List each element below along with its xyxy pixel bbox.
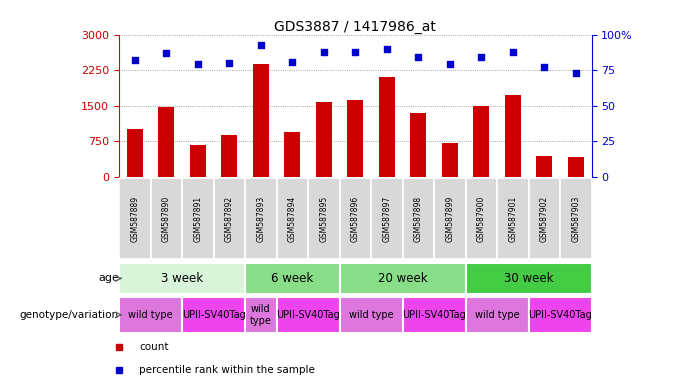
FancyBboxPatch shape xyxy=(308,178,339,260)
FancyBboxPatch shape xyxy=(466,178,497,260)
Text: wild type: wild type xyxy=(475,310,520,320)
Text: UPII-SV40Tag: UPII-SV40Tag xyxy=(528,310,592,320)
Title: GDS3887 / 1417986_at: GDS3887 / 1417986_at xyxy=(274,20,437,33)
Bar xyxy=(505,95,521,177)
Text: 6 week: 6 week xyxy=(271,272,313,285)
Text: GSM587898: GSM587898 xyxy=(414,196,423,242)
FancyBboxPatch shape xyxy=(245,297,277,333)
Text: GSM587891: GSM587891 xyxy=(193,196,202,242)
Bar xyxy=(127,129,143,177)
Point xyxy=(160,50,171,56)
Text: GSM587892: GSM587892 xyxy=(225,196,234,242)
FancyBboxPatch shape xyxy=(434,178,466,260)
Text: GSM587903: GSM587903 xyxy=(571,196,580,242)
Bar xyxy=(253,64,269,177)
Text: count: count xyxy=(139,342,169,352)
FancyBboxPatch shape xyxy=(245,178,277,260)
Text: GSM587893: GSM587893 xyxy=(256,196,265,242)
FancyBboxPatch shape xyxy=(277,297,339,333)
FancyBboxPatch shape xyxy=(371,178,403,260)
Bar xyxy=(568,157,583,177)
Point xyxy=(445,61,456,68)
FancyBboxPatch shape xyxy=(182,297,245,333)
Bar xyxy=(442,144,458,177)
Point xyxy=(571,70,581,76)
Text: GSM587897: GSM587897 xyxy=(382,196,391,242)
FancyBboxPatch shape xyxy=(339,263,466,294)
Point xyxy=(476,54,487,60)
Point xyxy=(255,41,266,48)
Text: GSM587900: GSM587900 xyxy=(477,196,486,242)
Text: GSM587902: GSM587902 xyxy=(540,196,549,242)
Text: GSM587890: GSM587890 xyxy=(162,196,171,242)
Text: GSM587894: GSM587894 xyxy=(288,196,296,242)
Text: 30 week: 30 week xyxy=(504,272,554,285)
Text: GSM587895: GSM587895 xyxy=(320,196,328,242)
Text: UPII-SV40Tag: UPII-SV40Tag xyxy=(402,310,466,320)
Point xyxy=(350,48,360,55)
Bar xyxy=(158,106,174,177)
Point xyxy=(539,64,549,70)
Point xyxy=(192,61,203,68)
Bar xyxy=(222,136,237,177)
FancyBboxPatch shape xyxy=(214,178,245,260)
FancyBboxPatch shape xyxy=(560,178,592,260)
FancyBboxPatch shape xyxy=(466,263,592,294)
Point xyxy=(129,57,140,63)
Text: 20 week: 20 week xyxy=(378,272,427,285)
Point xyxy=(224,60,235,66)
Bar xyxy=(473,106,489,177)
Point xyxy=(381,46,392,52)
FancyBboxPatch shape xyxy=(119,297,182,333)
Text: GSM587889: GSM587889 xyxy=(131,196,139,242)
Text: wild type: wild type xyxy=(129,310,173,320)
Bar xyxy=(411,113,426,177)
Text: genotype/variation: genotype/variation xyxy=(20,310,119,320)
FancyBboxPatch shape xyxy=(497,178,528,260)
Point xyxy=(413,54,424,60)
Text: wild type: wild type xyxy=(349,310,393,320)
Bar xyxy=(537,156,552,177)
FancyBboxPatch shape xyxy=(466,297,528,333)
Text: GSM587896: GSM587896 xyxy=(351,196,360,242)
Point xyxy=(507,48,518,55)
FancyBboxPatch shape xyxy=(245,263,339,294)
Text: UPII-SV40Tag: UPII-SV40Tag xyxy=(182,310,245,320)
FancyBboxPatch shape xyxy=(277,178,308,260)
Text: GSM587901: GSM587901 xyxy=(509,196,517,242)
Text: percentile rank within the sample: percentile rank within the sample xyxy=(139,365,316,375)
FancyBboxPatch shape xyxy=(528,178,560,260)
Point xyxy=(287,58,298,65)
Point xyxy=(318,48,329,55)
FancyBboxPatch shape xyxy=(182,178,214,260)
Bar xyxy=(284,132,300,177)
Text: 3 week: 3 week xyxy=(161,272,203,285)
Text: UPII-SV40Tag: UPII-SV40Tag xyxy=(276,310,340,320)
FancyBboxPatch shape xyxy=(403,178,434,260)
FancyBboxPatch shape xyxy=(119,263,245,294)
Text: wild
type: wild type xyxy=(250,304,272,326)
FancyBboxPatch shape xyxy=(528,297,592,333)
Bar xyxy=(316,102,332,177)
FancyBboxPatch shape xyxy=(119,178,150,260)
FancyBboxPatch shape xyxy=(339,178,371,260)
Text: age: age xyxy=(98,273,119,283)
Bar xyxy=(347,100,363,177)
FancyBboxPatch shape xyxy=(339,297,403,333)
FancyBboxPatch shape xyxy=(150,178,182,260)
Bar xyxy=(379,77,394,177)
FancyBboxPatch shape xyxy=(403,297,466,333)
Bar xyxy=(190,145,205,177)
Text: GSM587899: GSM587899 xyxy=(445,196,454,242)
